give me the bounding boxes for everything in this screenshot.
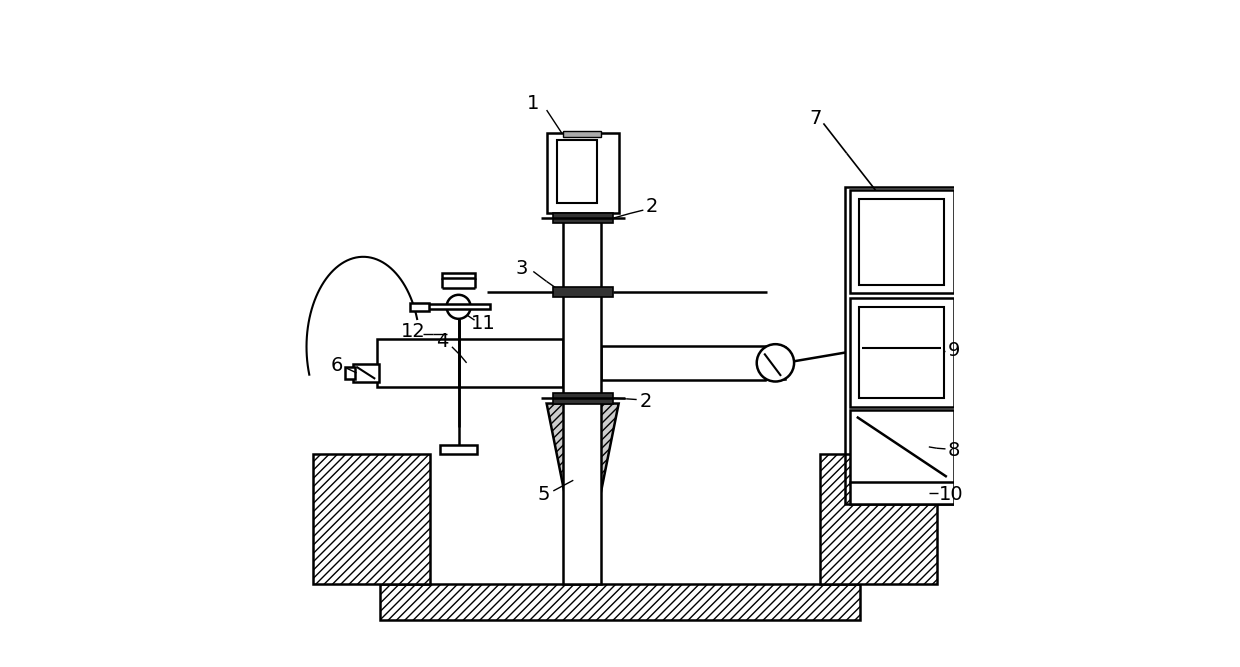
Bar: [553, 287, 614, 297]
Bar: [851, 482, 954, 504]
Bar: [553, 213, 614, 223]
Bar: [601, 346, 765, 380]
Bar: [846, 187, 959, 504]
Bar: [563, 131, 601, 137]
Text: 3: 3: [515, 259, 527, 277]
Text: 12: 12: [401, 322, 425, 341]
Bar: [353, 364, 378, 382]
Text: 2: 2: [639, 392, 651, 411]
Text: 4: 4: [435, 332, 448, 351]
Bar: [441, 273, 475, 278]
Circle shape: [446, 295, 471, 319]
Bar: [859, 199, 944, 285]
Bar: [377, 339, 563, 387]
Bar: [859, 307, 944, 398]
Bar: [410, 303, 429, 311]
Bar: [547, 133, 619, 213]
Circle shape: [756, 344, 794, 382]
Text: 2: 2: [646, 197, 658, 216]
Bar: [427, 304, 490, 309]
Bar: [563, 170, 601, 584]
Text: 11: 11: [471, 314, 496, 333]
Bar: [766, 347, 785, 379]
Bar: [314, 454, 430, 584]
Text: 9: 9: [947, 342, 960, 360]
Text: 8: 8: [947, 441, 960, 460]
Text: 1: 1: [527, 94, 539, 113]
Text: 10: 10: [939, 486, 963, 504]
Bar: [851, 190, 954, 293]
Bar: [440, 445, 477, 454]
Text: 6: 6: [330, 356, 342, 375]
Text: 7: 7: [810, 109, 822, 128]
Text: 5: 5: [537, 486, 549, 504]
Bar: [557, 140, 596, 203]
Bar: [851, 410, 954, 484]
Bar: [820, 454, 937, 584]
Polygon shape: [547, 404, 619, 584]
Bar: [345, 367, 355, 379]
Bar: [553, 393, 614, 404]
Bar: [851, 298, 954, 407]
Bar: [379, 584, 861, 620]
